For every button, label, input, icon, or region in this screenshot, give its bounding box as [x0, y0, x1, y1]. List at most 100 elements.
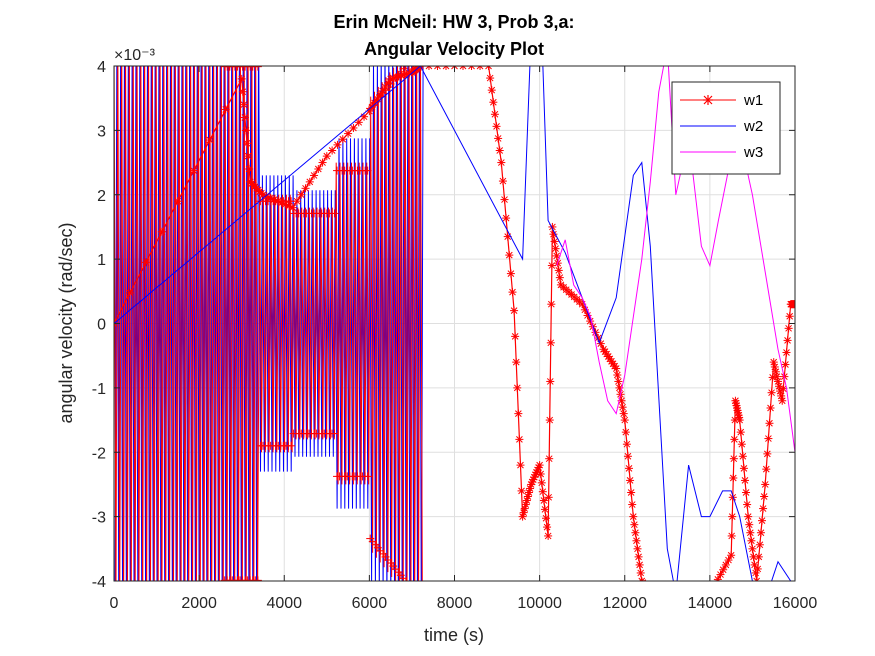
series-marker-w1	[778, 396, 787, 405]
series-marker-w1	[550, 237, 559, 246]
series-marker-w1	[543, 523, 552, 532]
series-marker-w1	[514, 409, 523, 418]
series-marker-w1	[314, 165, 323, 173]
series-marker-w1	[636, 568, 645, 577]
series-marker-w1	[221, 105, 230, 114]
series-marker-w1	[141, 258, 150, 267]
series-marker-w1	[779, 384, 788, 393]
series-marker-w1	[785, 312, 794, 321]
series-marker-w1	[764, 434, 773, 443]
series-marker-w1	[489, 98, 498, 107]
series-marker-w1	[318, 158, 327, 167]
series-marker-w1	[305, 177, 314, 186]
series-marker-w1	[433, 66, 442, 70]
y-axis-label: angular velocity (rad/sec)	[56, 222, 76, 423]
y-tick-label: -1	[92, 381, 106, 398]
series-marker-w1	[125, 288, 134, 297]
series-marker-w1	[736, 428, 745, 437]
series-marker-w1	[765, 419, 774, 428]
y-tick-label: 0	[97, 317, 106, 334]
x-tick-label: 0	[110, 595, 119, 612]
series-marker-w1	[511, 332, 520, 341]
series-marker-w1	[516, 461, 525, 470]
series-marker-w1	[759, 504, 768, 513]
series-marker-w1	[753, 564, 762, 573]
series-marker-w1	[790, 300, 795, 309]
series-marker-w1	[544, 531, 553, 540]
series-marker-w1	[612, 364, 621, 373]
series-marker-w1	[508, 288, 517, 297]
series-marker-w1	[506, 269, 515, 278]
x-tick-label: 10000	[517, 595, 562, 612]
series-marker-w1	[354, 118, 363, 127]
series-marker-w1	[629, 512, 638, 521]
series-marker-w1	[547, 300, 556, 309]
series-marker-w1	[729, 474, 738, 482]
series-marker-w1	[760, 492, 769, 501]
series-marker-w1	[381, 82, 390, 91]
legend-label-w2: w2	[743, 118, 763, 135]
series-marker-w1	[487, 86, 496, 95]
x-tick-label: 2000	[181, 595, 217, 612]
w1-envelope-marker	[363, 166, 372, 175]
series-marker-w1	[383, 78, 392, 87]
series-marker-w1	[505, 251, 514, 260]
series-marker-w1	[631, 528, 640, 537]
series-marker-w1	[512, 358, 521, 367]
series-marker-w1	[241, 126, 250, 135]
x-tick-label: 16000	[773, 595, 818, 612]
y-tick-label: -2	[92, 445, 106, 462]
series-marker-w1	[727, 531, 736, 540]
series-marker-w1	[238, 87, 247, 96]
series-marker-w1	[744, 512, 753, 521]
w1-envelope-marker	[253, 66, 262, 71]
series-marker-w1	[635, 560, 644, 569]
x-tick-label: 12000	[603, 595, 648, 612]
x-tick-label: 14000	[688, 595, 733, 612]
series-marker-w1	[441, 66, 450, 70]
w1-envelope-marker	[253, 576, 262, 581]
w1-envelope-marker	[401, 66, 410, 70]
series-marker-w1	[544, 493, 553, 502]
legend-box	[671, 81, 781, 175]
series-marker-w1	[627, 488, 636, 497]
series-marker-w1	[365, 107, 374, 116]
series-marker-w1	[632, 536, 641, 545]
series-marker-w1	[622, 440, 631, 449]
series-marker-w1	[552, 251, 561, 260]
series-marker-w1	[310, 171, 319, 180]
series-marker-w1	[173, 197, 182, 206]
series-marker-w1	[752, 577, 761, 581]
ticks: 0 2000 4000 6000 8000 10000 12000 14000 16000 -4 -…	[92, 59, 818, 612]
series-marker-w1	[620, 416, 629, 425]
series-marker-w1	[502, 214, 511, 223]
series-marker-w1	[743, 500, 752, 509]
series-marker-w1	[205, 136, 214, 145]
series-marker-w1	[513, 383, 522, 392]
series-marker-w1	[240, 113, 249, 122]
w1-envelope-marker	[363, 472, 372, 481]
series-marker-w1	[536, 469, 545, 478]
legend: w1 w2 w3	[671, 81, 781, 175]
series-marker-w1	[756, 528, 765, 537]
series-marker-w1	[637, 577, 646, 581]
series-marker-w1	[535, 461, 544, 470]
series-marker-w1	[517, 486, 526, 495]
series-marker-w1	[492, 122, 501, 131]
series-marker-w1	[546, 338, 555, 347]
series-marker-w1	[495, 146, 504, 155]
series-marker-w1	[360, 112, 369, 121]
series-marker-w1	[621, 428, 630, 437]
series-marker-w1	[293, 197, 302, 206]
series-marker-w1	[630, 520, 639, 529]
legend-entry-w1: w1	[680, 92, 763, 109]
series-marker-w1	[239, 100, 248, 109]
series-marker-w1	[459, 66, 468, 70]
series-marker-w1	[614, 377, 623, 386]
series-marker-w1	[494, 134, 503, 143]
series-marker-w1	[515, 435, 524, 444]
series-marker-w1	[476, 66, 485, 70]
chart-title-line-1: Erin McNeil: HW 3, Prob 3,a:	[333, 12, 574, 32]
series-marker-w1	[157, 227, 166, 236]
